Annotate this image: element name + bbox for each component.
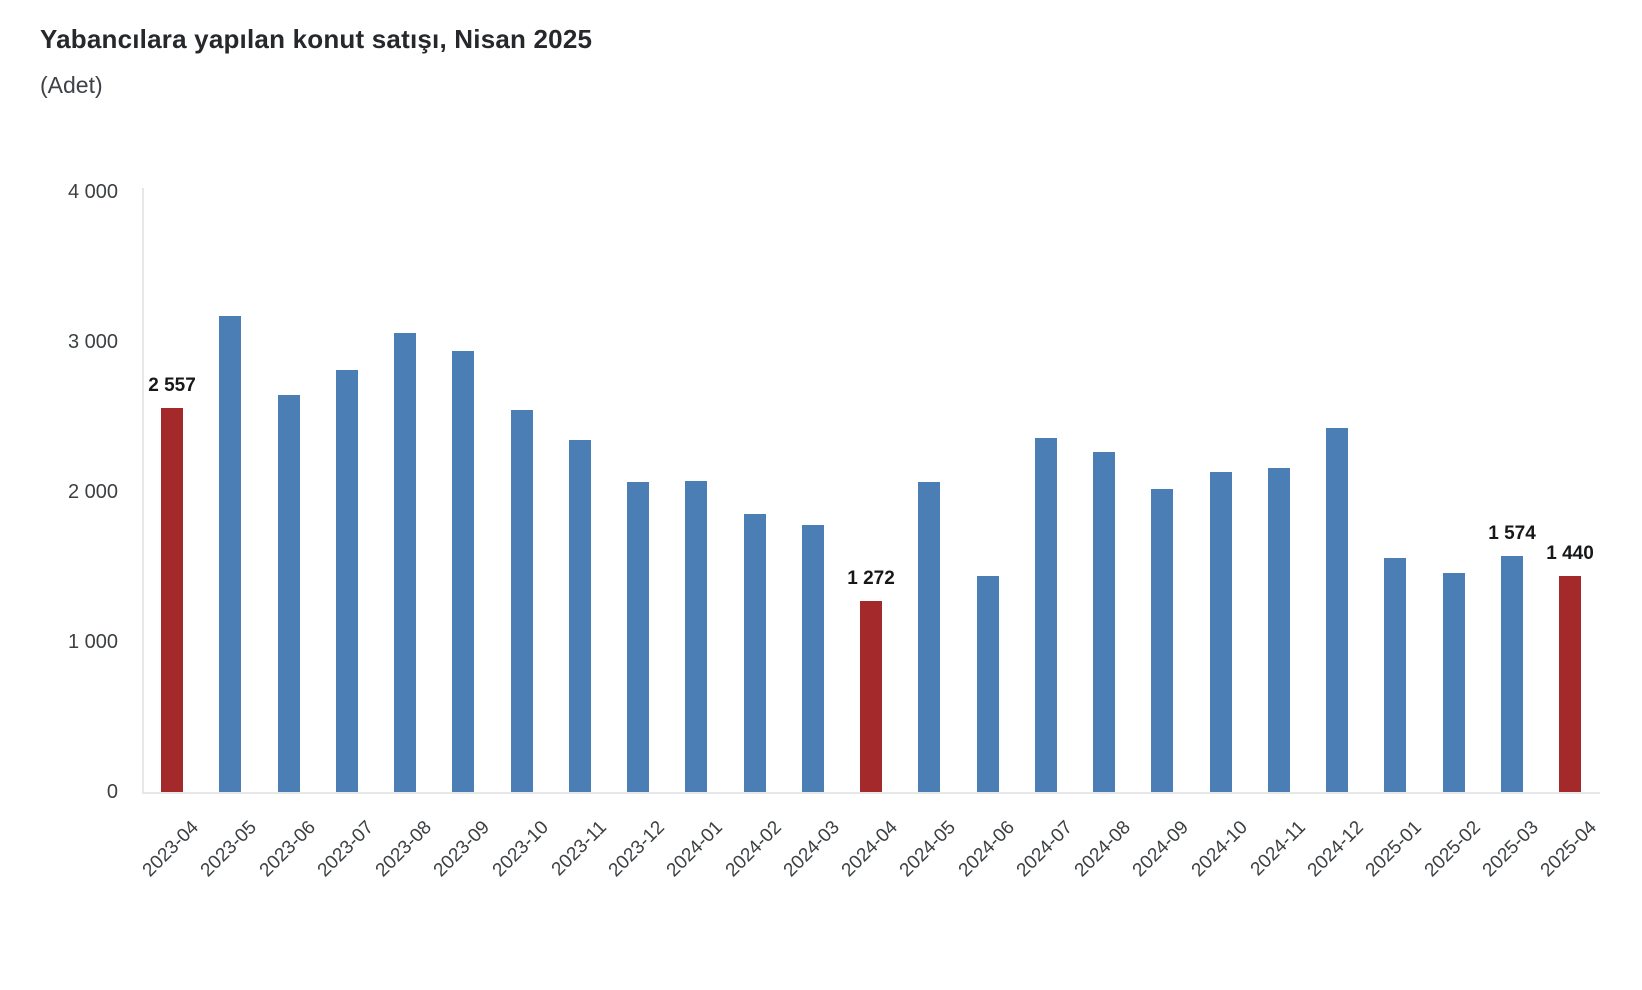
bar[interactable] xyxy=(860,601,882,792)
bar[interactable] xyxy=(1093,452,1115,792)
y-tick-label: 1 000 xyxy=(67,631,118,653)
bar[interactable] xyxy=(511,410,533,792)
bar[interactable] xyxy=(394,333,416,792)
x-axis-line xyxy=(142,792,1600,794)
chart-title: Yabancılara yapılan konut satışı, Nisan … xyxy=(40,24,593,54)
bar[interactable] xyxy=(1210,472,1232,792)
bar-value-label: 1 440 xyxy=(1546,543,1594,564)
bar-value-label: 2 557 xyxy=(148,375,196,396)
bar-value-label: 1 272 xyxy=(847,568,895,589)
bar[interactable] xyxy=(569,440,591,792)
bar-value-label: 1 574 xyxy=(1488,523,1536,544)
bar[interactable] xyxy=(802,525,824,792)
bar[interactable] xyxy=(744,514,766,792)
bar[interactable] xyxy=(452,351,474,792)
bar[interactable] xyxy=(278,395,300,792)
bar[interactable] xyxy=(1151,489,1173,792)
bar[interactable] xyxy=(1559,576,1581,792)
bar[interactable] xyxy=(1326,428,1348,792)
bar[interactable] xyxy=(1443,573,1465,792)
bar[interactable] xyxy=(977,576,999,792)
chart-subtitle: (Adet) xyxy=(40,72,103,98)
bar[interactable] xyxy=(627,482,649,792)
bar[interactable] xyxy=(1268,468,1290,792)
bar[interactable] xyxy=(219,316,241,792)
bar[interactable] xyxy=(685,481,707,792)
bar[interactable] xyxy=(918,482,940,792)
y-tick-label: 3 000 xyxy=(67,331,118,353)
y-tick-label: 0 xyxy=(106,781,118,803)
bar[interactable] xyxy=(1501,556,1523,792)
bar[interactable] xyxy=(1384,558,1406,792)
y-tick-label: 2 000 xyxy=(67,481,118,503)
bar[interactable] xyxy=(1035,438,1057,792)
y-axis-line xyxy=(142,188,144,794)
bar[interactable] xyxy=(336,370,358,792)
bar[interactable] xyxy=(161,408,183,792)
y-tick-label: 4 000 xyxy=(67,181,118,203)
